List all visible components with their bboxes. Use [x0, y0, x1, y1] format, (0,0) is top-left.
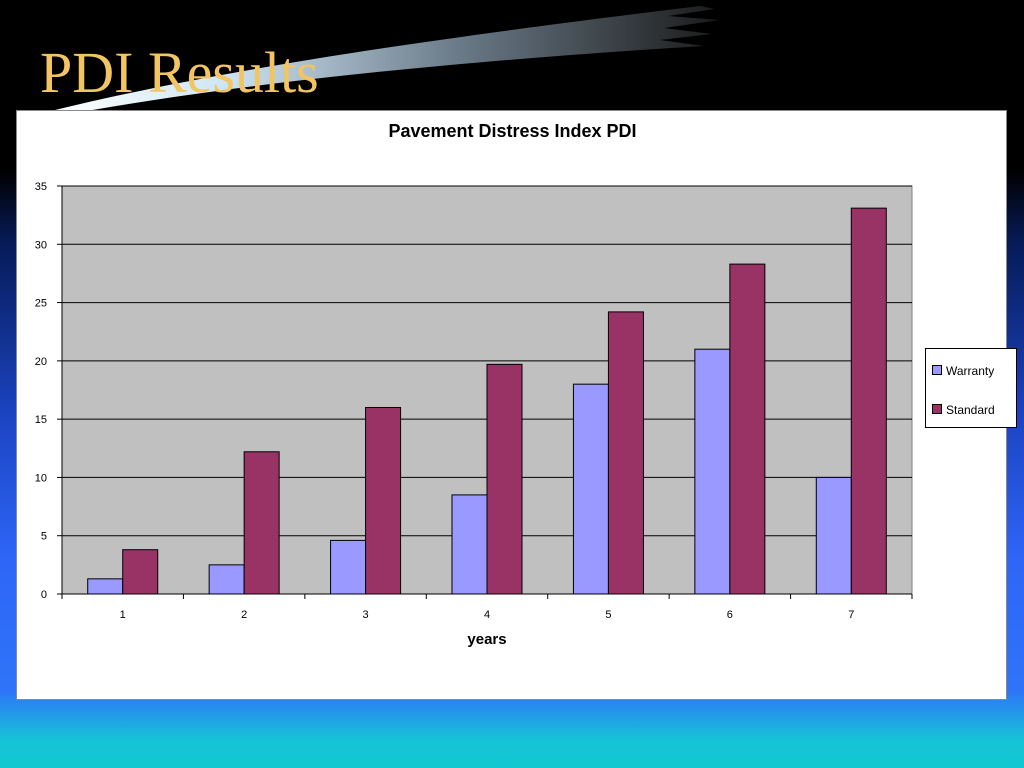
- bar-standard-4: [486, 363, 523, 595]
- legend-item-standard: Standard: [932, 402, 995, 417]
- x-tick-label: 5: [605, 609, 611, 621]
- bar-warranty-5: [572, 383, 609, 595]
- legend-label-standard: Standard: [946, 402, 995, 417]
- bar-warranty-1: [87, 578, 124, 595]
- bar-warranty-3: [330, 539, 367, 595]
- bar-standard-7: [850, 207, 887, 595]
- x-tick-label: 2: [241, 609, 247, 621]
- chart-title: Pavement Distress Index PDI: [388, 121, 637, 141]
- legend-swatch-warranty: [932, 364, 942, 375]
- y-tick-label: 20: [35, 356, 47, 368]
- bar-warranty-7: [815, 476, 852, 595]
- bar-chart: 0 5 10 15 20 25 30 35 1 2 3 4 5 6 7: [35, 181, 913, 621]
- legend-swatch-standard: [932, 403, 942, 414]
- bar-standard-1: [122, 549, 159, 595]
- x-tick-label: 4: [484, 609, 490, 621]
- y-tick-label: 10: [35, 472, 47, 484]
- x-tick-label: 1: [120, 609, 126, 621]
- bar-standard-6: [729, 263, 766, 595]
- y-tick-label: 15: [35, 414, 47, 426]
- title-swoosh-decoration: [55, 6, 720, 114]
- bar-warranty-4: [451, 494, 488, 595]
- x-tick-label: 7: [848, 609, 854, 621]
- chart-legend: Warranty Standard: [925, 348, 1017, 428]
- y-tick-label: 5: [41, 531, 47, 543]
- y-tick-label: 30: [35, 239, 47, 251]
- y-tick-label: 0: [41, 589, 47, 601]
- bar-standard-2: [243, 451, 280, 595]
- x-tick-label: 6: [727, 609, 733, 621]
- y-tick-label: 25: [35, 298, 47, 310]
- bar-standard-3: [365, 406, 402, 595]
- slide-title: PDI Results: [40, 40, 319, 105]
- chart-panel: Pavement Distress Index PDI 0 5 10 15 20 25 30…: [16, 110, 1017, 700]
- x-tick-label: 3: [363, 609, 369, 621]
- bar-standard-5: [607, 311, 644, 595]
- x-axis-label: years: [467, 631, 507, 648]
- legend-label-warranty: Warranty: [946, 363, 995, 378]
- bar-warranty-6: [694, 348, 731, 595]
- legend-item-warranty: Warranty: [932, 363, 994, 378]
- bar-warranty-2: [208, 564, 245, 595]
- y-tick-label: 35: [35, 181, 47, 193]
